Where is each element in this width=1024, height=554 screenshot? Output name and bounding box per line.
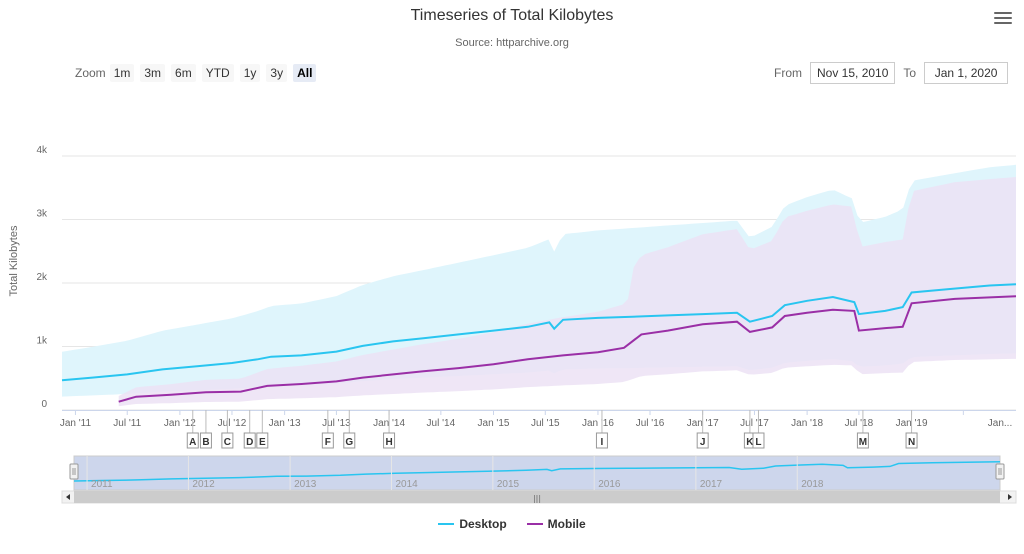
to-label: To xyxy=(903,66,917,80)
legend: Desktop Mobile xyxy=(0,517,1024,531)
x-tick-label: Jan '18 xyxy=(791,418,823,429)
x-tick-label: Jul '17 xyxy=(740,418,769,429)
navigator-year-label: 2016 xyxy=(598,479,621,490)
annotation-flag-label: L xyxy=(755,437,761,448)
annotation-flag-box xyxy=(199,432,212,449)
x-tick-label: Jul '14 xyxy=(427,418,456,429)
chart-title: Timeseries of Total Kilobytes xyxy=(410,7,614,24)
series-line-desktop xyxy=(61,283,1017,382)
x-tick-label: Jul '15 xyxy=(531,418,560,429)
scrollbar-grip: ||| xyxy=(533,494,541,503)
scroll-right-arrow-icon[interactable] xyxy=(1008,494,1012,500)
scrollbar-thumb[interactable] xyxy=(74,491,1000,503)
y-tick-label: 0 xyxy=(41,399,47,410)
annotation-flag-label: J xyxy=(700,437,706,448)
annotation-flag-box xyxy=(186,432,199,449)
navigator-series-line xyxy=(73,461,1001,482)
from-label: From xyxy=(774,66,802,80)
zoom-3m-button[interactable]: 3m xyxy=(140,64,166,82)
series-line-mobile xyxy=(118,295,1017,403)
legend-item-desktop[interactable]: Desktop xyxy=(438,517,507,531)
legend-label-desktop: Desktop xyxy=(459,517,507,531)
legend-item-mobile[interactable]: Mobile xyxy=(526,517,586,531)
legend-label-mobile: Mobile xyxy=(547,517,586,531)
hamburger-menu-icon[interactable] xyxy=(994,12,1012,26)
chart-subtitle: Source: httparchive.org xyxy=(455,37,569,49)
legend-swatch-desktop xyxy=(438,523,455,525)
navigator-year-label: 2012 xyxy=(192,479,215,490)
navigator-selected-range xyxy=(73,455,1001,491)
x-tick-label: Jul '11 xyxy=(113,418,141,429)
zoom-ytd-button[interactable]: YTD xyxy=(201,64,234,82)
y-tick-label: 2k xyxy=(36,272,48,283)
annotation-flag-label: H xyxy=(385,437,392,448)
annotation-flag-label: D xyxy=(246,437,253,448)
navigator-year-label: 2014 xyxy=(395,479,418,490)
annotation-flag-label: N xyxy=(908,437,915,448)
annotation-flag-label: K xyxy=(746,437,754,448)
series-lines xyxy=(61,283,1017,403)
annotation-flag-label: I xyxy=(601,437,604,448)
x-tick-label: Jan... xyxy=(988,418,1012,429)
annotation-flag-box xyxy=(905,432,918,449)
navigator-year-label: 2011 xyxy=(91,479,113,490)
annotation-flag-label: B xyxy=(202,437,209,448)
annotation-flag-box xyxy=(321,432,334,449)
navigator-year-label: 2018 xyxy=(801,479,824,490)
y-tick-label: 1k xyxy=(36,336,48,347)
annotation-flag-box xyxy=(752,432,765,449)
annotation-flag-box xyxy=(383,432,396,449)
x-tick-label: Jan '12 xyxy=(164,418,196,429)
x-tick-label: Jul '18 xyxy=(845,418,874,429)
zoom-1m-button[interactable]: 1m xyxy=(109,64,135,82)
navigator-year-label: 2017 xyxy=(700,479,723,490)
navigator-left-handle[interactable] xyxy=(69,463,79,480)
annotation-flag-box xyxy=(221,432,234,449)
x-tick-label: Jul '16 xyxy=(636,418,665,429)
x-tick-label: Jan '15 xyxy=(478,418,510,429)
navigator: 2011 2012 2013 2014 2015 2016 2017 2018 ||| xyxy=(61,455,1017,504)
annotation-flag-box xyxy=(256,432,269,449)
y-tick-label: 4k xyxy=(36,145,48,156)
range-bands xyxy=(62,164,1016,407)
annotation-flag-label: F xyxy=(325,437,331,448)
scroll-left-arrow-icon[interactable] xyxy=(66,494,70,500)
annotation-flag-box xyxy=(856,432,869,449)
zoom-all-button[interactable]: All xyxy=(293,64,317,82)
x-tick-label: Jan '11 xyxy=(60,418,92,429)
annotation-flag-label: C xyxy=(224,437,231,448)
annotation-flag-box xyxy=(696,432,709,449)
legend-swatch-mobile xyxy=(526,523,543,525)
annotation-flag-label: G xyxy=(345,437,353,448)
x-axis-ticks: Jan '11 Jul '11 Jan '12 Jul '12 Jan '13 Jul '… xyxy=(60,410,1012,429)
from-date-input[interactable]: Nov 15, 2010 xyxy=(810,62,896,84)
x-tick-label: Jul '13 xyxy=(322,418,351,429)
x-tick-label: Jul '12 xyxy=(218,418,247,429)
annotation-flag-box xyxy=(243,432,256,449)
y-axis-ticks: 0 1k 2k 3k 4k xyxy=(36,145,48,410)
x-tick-label: Jan '16 xyxy=(582,418,614,429)
navigator-year-label: 2015 xyxy=(497,479,520,490)
navigator-year-label: 2013 xyxy=(294,479,317,490)
mobile-range-band xyxy=(118,177,1016,407)
annotation-flag-box xyxy=(343,432,356,449)
zoom-6m-button[interactable]: 6m xyxy=(171,64,196,82)
annotation-flag-label: E xyxy=(259,437,266,448)
zoom-3y-button[interactable]: 3y xyxy=(266,64,288,82)
zoom-1y-button[interactable]: 1y xyxy=(239,64,261,82)
date-range-inputs: From Nov 15, 2010 To Jan 1, 2020 xyxy=(774,62,1016,84)
annotation-flag-label: A xyxy=(189,437,196,448)
annotation-flag-box xyxy=(595,432,608,449)
annotation-flag-label: M xyxy=(859,437,867,448)
zoom-bar: Zoom 1m 3m 6m YTD 1y 3y All xyxy=(75,63,322,83)
to-date-input[interactable]: Jan 1, 2020 xyxy=(924,62,1009,84)
y-tick-label: 3k xyxy=(36,209,48,220)
x-tick-label: Jan '13 xyxy=(269,418,301,429)
navigator-right-handle[interactable] xyxy=(995,463,1005,480)
zoom-label: Zoom xyxy=(75,66,106,80)
